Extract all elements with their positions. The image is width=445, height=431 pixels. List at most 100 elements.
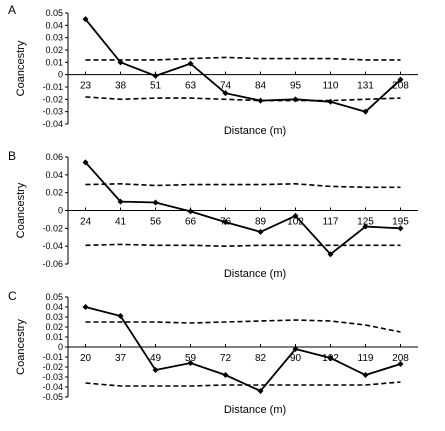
y-axis-title: Coancestry	[15, 319, 27, 375]
data-point-marker	[362, 372, 369, 378]
y-axis-title: Coancestry	[15, 40, 27, 96]
data-point-marker	[292, 212, 299, 219]
y-tick-label: 0	[58, 342, 63, 352]
y-tick-label: -0.02	[42, 94, 63, 104]
lower-envelope-line	[85, 243, 401, 248]
data-point-marker	[82, 16, 89, 23]
x-tick-label: 59	[185, 353, 197, 364]
y-tick-label: -0.04	[42, 382, 63, 392]
x-tick-label: 74	[220, 81, 232, 92]
x-tick-label: 117	[323, 217, 339, 228]
x-tick-label: 24	[80, 217, 92, 228]
data-point-marker	[292, 96, 299, 103]
y-tick-label: 0.01	[45, 332, 63, 342]
y-tick-label: -0.04	[42, 241, 63, 251]
y-tick-label: 0.01	[45, 57, 63, 67]
panel-label: C	[8, 289, 17, 303]
y-tick-label: 0	[58, 70, 63, 80]
observed-series-line	[84, 161, 401, 256]
y-tick-label: -0.03	[42, 107, 63, 117]
x-tick-label: 89	[255, 217, 267, 228]
y-tick-label: 0.04	[45, 170, 63, 180]
y-tick-label: -0.04	[42, 119, 63, 129]
x-tick-label: 37	[115, 353, 127, 364]
data-point-marker	[327, 251, 334, 258]
x-tick-label: 38	[115, 81, 127, 92]
y-tick-label: 0.06	[45, 152, 63, 162]
y-tick-label: -0.02	[42, 223, 63, 233]
x-tick-label: 20	[80, 353, 92, 364]
data-point-marker	[152, 72, 159, 79]
panel-b: B0.060.040.020-0.02-0.04-0.0624415666768…	[8, 149, 418, 280]
y-tick-label: -0.02	[42, 362, 63, 372]
x-tick-label: 41	[115, 217, 127, 228]
data-point-marker	[187, 360, 194, 366]
y-tick-label: 0.03	[45, 33, 63, 43]
panel-label: A	[8, 3, 16, 17]
data-point-marker	[152, 367, 159, 373]
data-point-marker	[117, 313, 124, 319]
x-tick-label: 51	[150, 81, 162, 92]
data-point-marker	[187, 208, 194, 215]
y-tick-label: -0.01	[42, 352, 63, 362]
data-point-marker	[82, 159, 89, 166]
x-axis-title: Distance (m)	[224, 268, 286, 280]
x-tick-label: 84	[255, 81, 267, 92]
y-tick-label: -0.05	[42, 392, 63, 402]
x-tick-label: 66	[185, 217, 197, 228]
y-tick-label: 0.02	[45, 322, 63, 332]
data-point-marker	[397, 225, 404, 232]
x-tick-label: 82	[255, 353, 267, 364]
y-tick-label: 0.02	[45, 188, 63, 198]
observed-series-line	[84, 18, 402, 113]
data-point-marker	[362, 108, 369, 115]
y-tick-label: 0.05	[45, 292, 63, 302]
x-axis-title: Distance (m)	[224, 125, 286, 137]
data-point-marker	[327, 355, 334, 361]
x-tick-label: 95	[290, 81, 302, 92]
panel-c: C 0.050.040.030.020.010-0.01-0.02-0.03-0.…	[8, 289, 418, 416]
x-axis-title: Distance (m)	[224, 404, 286, 416]
upper-envelope-line	[85, 182, 401, 189]
x-tick-label: 102	[287, 217, 304, 228]
y-axis-title: Coancestry	[15, 182, 27, 238]
x-tick-label: 63	[185, 81, 197, 92]
data-point-marker	[117, 59, 124, 66]
data-point-marker	[117, 198, 124, 205]
data-point-marker	[152, 199, 159, 206]
y-tick-label: 0.04	[45, 302, 63, 312]
data-point-marker	[187, 60, 194, 67]
data-point-marker	[397, 361, 404, 367]
data-point-marker	[222, 90, 229, 97]
data-point-marker	[362, 223, 369, 230]
x-tick-label: 125	[357, 217, 374, 228]
data-point-marker	[257, 388, 264, 394]
y-tick-label: 0	[58, 206, 63, 216]
data-point-marker	[222, 372, 229, 378]
x-tick-label: 110	[323, 81, 339, 92]
data-point-marker	[327, 98, 334, 105]
x-tick-label: 72	[220, 353, 232, 364]
y-tick-label: 0.03	[45, 312, 63, 322]
y-tick-label: -0.03	[42, 372, 63, 382]
panel-label: B	[8, 149, 16, 163]
x-tick-label: 208	[392, 353, 409, 364]
lower-envelope-line	[85, 381, 401, 387]
upper-envelope-line	[85, 56, 401, 61]
data-point-marker	[397, 76, 404, 83]
x-tick-label: 49	[150, 353, 162, 364]
data-point-marker	[82, 304, 89, 310]
x-tick-label: 23	[80, 81, 92, 92]
panel-a: A 0.05 0.04 0.03 0.02 0.01 0 -0.01 -0.02 -0.03 -0.…	[8, 3, 418, 137]
data-point-marker	[292, 346, 299, 352]
x-tick-label: 131	[357, 81, 374, 92]
x-tick-label: 195	[392, 217, 409, 228]
observed-series-line	[85, 306, 401, 393]
x-tick-label: 56	[150, 217, 162, 228]
lower-envelope-line	[85, 96, 401, 102]
y-tick-label: 0.05	[45, 8, 63, 18]
y-tick-label: -0.06	[42, 259, 63, 269]
x-tick-label: 119	[358, 353, 374, 364]
data-point-marker	[222, 219, 229, 226]
